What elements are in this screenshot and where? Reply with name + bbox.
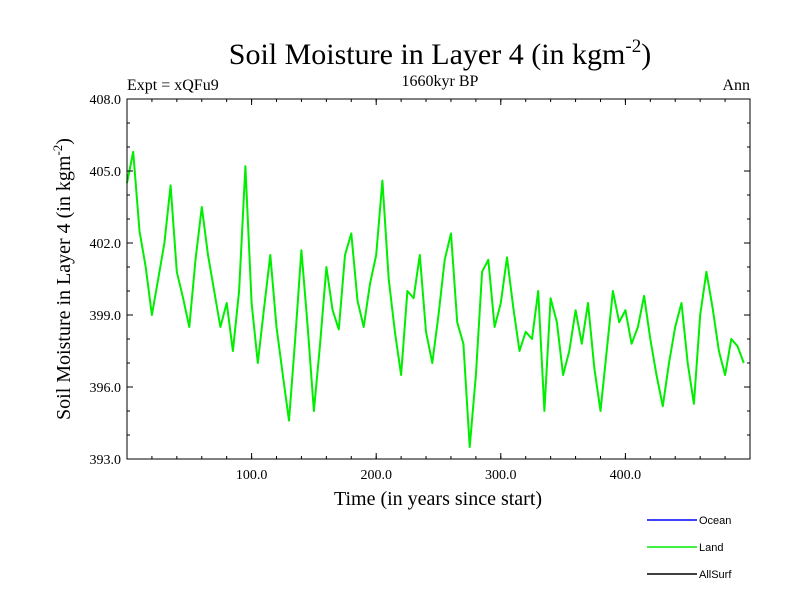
y-axis-title: Soil Moisture in Layer 4 (in kgm-2) [50, 138, 75, 420]
x-tick-label: 400.0 [610, 468, 642, 483]
y-tick-label: 408.0 [90, 93, 122, 108]
legend-label-land: Land [699, 542, 723, 554]
season-label: Ann [722, 77, 750, 94]
x-tick-label: 100.0 [236, 468, 268, 483]
y-tick-label: 393.0 [90, 453, 122, 468]
x-tick-label: 200.0 [360, 468, 392, 483]
chart-title: Soil Moisture in Layer 4 (in kgm-2) [229, 36, 651, 71]
y-tick-label: 399.0 [90, 309, 122, 324]
experiment-label: Expt = xQFu9 [127, 77, 219, 94]
y-tick-label: 405.0 [90, 165, 122, 180]
land-series-line [126, 150, 745, 448]
x-axis-title: Time (in years since start) [334, 488, 542, 510]
x-axis: 100.0 200.0 300.0 400.0 [151, 99, 726, 483]
legend-label-allsurf: AllSurf [699, 569, 732, 581]
y-tick-label: 402.0 [90, 237, 122, 252]
y-axis: 393.0 396.0 399.0 402.0 405.0 408.0 [90, 93, 750, 468]
legend: Ocean Land AllSurf [647, 515, 732, 581]
y-tick-label: 396.0 [90, 381, 122, 396]
chart-subtitle: 1660kyr BP [402, 73, 479, 90]
legend-label-ocean: Ocean [699, 515, 731, 527]
x-tick-label: 300.0 [485, 468, 517, 483]
plot-frame [126, 98, 751, 460]
